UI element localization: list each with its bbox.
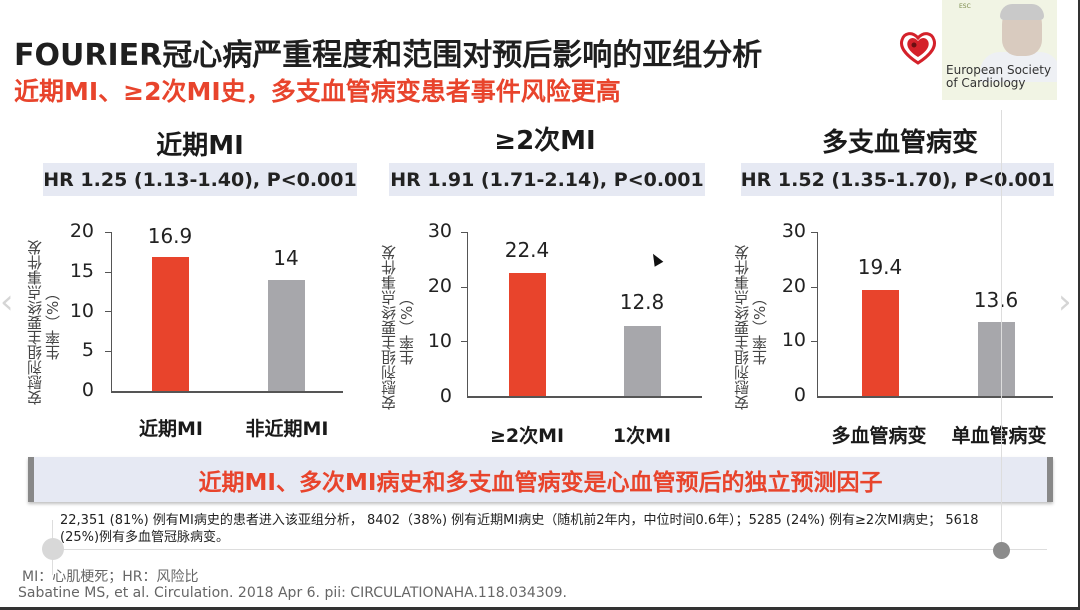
y-axis [111,232,112,392]
hr-box-recent-mi: HR 1.25 (1.13-1.40), P<0.001 [43,163,357,196]
conclusion-banner: 近期MI、多次MI病史和多支血管病变是心血管预后的独立预测因子 [28,457,1053,502]
hr-box-multivessel: HR 1.52 (1.35-1.70), P<0.001 [741,163,1054,196]
category-label: 非近期MI [245,418,329,440]
bar-value: 16.9 [147,224,193,248]
footnote: 22,351 (81%) 例有MI病史的患者进入该亚组分析， 8402（38%)… [60,513,979,545]
citation: Sabatine MS, et al. Circulation. 2018 Ap… [18,585,567,601]
panel-title-multi-mi: ≥2次MI [494,126,596,156]
x-axis [467,396,702,398]
esc-logo-small: ESC [959,3,971,10]
webcam-overlay: ESC European Society of Cardiology [942,0,1057,100]
crop-handle-left[interactable] [42,538,64,560]
bar-value: 22.4 [504,238,550,262]
esc-heart-icon [900,32,936,65]
y-axis [817,232,818,397]
panel-title-multivessel: 多支血管病变 [821,128,978,158]
category-label: 1次MI [612,425,672,447]
abbreviations: MI：心肌梗死；HR：风险比 [22,569,199,585]
footer-divider [42,549,1047,550]
category-label: ≥2次MI [489,425,565,447]
bar-value: 12.8 [619,290,665,314]
x-axis [111,391,343,393]
bar-non-recent-mi [268,280,305,391]
y-axis-label: 安慰剂组主要终点事件发 生率（%） [733,245,769,410]
bar-multi-mi [509,273,546,396]
y-axis-label: 安慰剂组主要终点事件发 生率（%） [26,240,62,405]
slide-title: FOURIER冠心病严重程度和范围对预后影响的亚组分析 [14,38,763,73]
y-axis-label: 安慰剂组主要终点事件发 生率（%） [380,245,416,410]
bar-single-vessel [978,322,1015,396]
slide-subtitle: 近期MI、≥2次MI史，多支血管病变患者事件风险更高 [14,77,621,106]
panel-title-recent-mi: 近期MI [156,131,244,161]
chevron-left-icon[interactable]: ‹ [0,282,14,322]
x-axis [817,396,1053,398]
chevron-right-icon[interactable]: › [1058,282,1072,322]
chart-recent-mi: 安慰剂组主要终点事件发 生率（%） 20 15 10 5 0 16.9 14 近期… [0,210,370,450]
bar-value: 19.4 [857,255,903,279]
bar-recent-mi [152,257,189,391]
category-label: 单血管病变 [951,425,1047,447]
chart-multivessel: 安慰剂组主要终点事件发 生率（%） 30 20 10 0 19.4 13.6 多血… [720,210,1080,450]
bar-multivessel [862,290,899,396]
conclusion-text: 近期MI、多次MI病史和多支血管病变是心血管预后的独立预测因子 [198,469,883,496]
bar-single-mi [624,326,661,396]
webcam-org-label: European Society of Cardiology [946,63,1052,90]
y-axis [467,232,468,397]
crop-handle-right[interactable] [993,542,1010,559]
bar-value: 14 [273,246,299,270]
category-label: 近期MI [139,418,203,440]
bar-value: 13.6 [973,288,1019,312]
category-label: 多血管病变 [831,425,927,447]
chart-multi-mi: 安慰剂组主要终点事件发 生率（%） 30 20 10 0 22.4 12.8 ≥2… [370,210,720,450]
hr-box-multi-mi: HR 1.91 (1.71-2.14), P<0.001 [389,163,705,196]
